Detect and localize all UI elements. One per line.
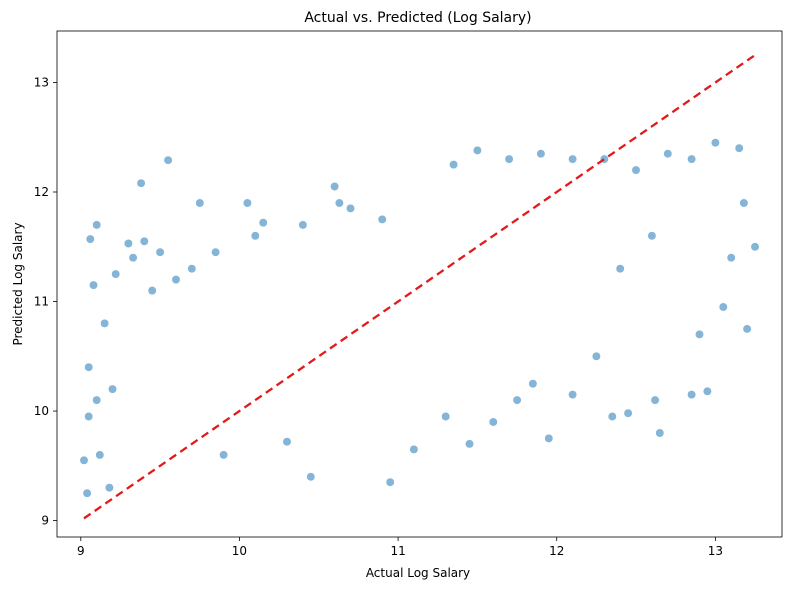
scatter-point: [687, 154, 697, 164]
scatter-point: [623, 408, 633, 418]
scatter-point: [195, 198, 205, 208]
scatter-point: [334, 198, 344, 208]
scatter-point: [465, 439, 474, 449]
scatter-point: [84, 362, 94, 372]
scatter-point: [734, 143, 744, 153]
scatter-point: [377, 214, 387, 224]
scatter-point: [187, 264, 197, 274]
scatter-point: [739, 198, 749, 208]
scatter-point: [211, 247, 221, 257]
scatter-point: [385, 477, 395, 487]
scatter-point: [147, 286, 157, 296]
scatter-point: [449, 160, 459, 170]
y-tick-label: 10: [34, 404, 49, 418]
scatter-point: [750, 242, 760, 252]
scatter-point: [615, 264, 625, 274]
scatter-point: [655, 428, 665, 438]
scatter-point: [111, 269, 121, 279]
scatter-point: [242, 198, 252, 208]
x-tick-label: 13: [708, 544, 723, 558]
scatter-point: [346, 203, 355, 213]
scatter-point: [89, 280, 98, 290]
scatter-point: [647, 231, 657, 241]
y-axis: 9 10 11 12 13: [34, 75, 57, 528]
scatter-point: [591, 351, 601, 361]
chart-title: Actual vs. Predicted (Log Salary): [304, 10, 531, 26]
x-axis-label: Actual Log Salary: [366, 566, 470, 580]
scatter-point: [330, 182, 340, 191]
scatter-point: [718, 302, 728, 312]
y-tick-label: 11: [34, 295, 49, 309]
x-axis: 9 10 11 12 13: [77, 537, 723, 558]
scatter-point: [139, 236, 149, 246]
scatter-point: [85, 234, 95, 244]
scatter-point: [79, 455, 89, 465]
scatter-point: [128, 253, 138, 263]
scatter-point: [171, 275, 181, 285]
scatter-point: [663, 149, 673, 159]
x-tick-label: 11: [390, 544, 405, 558]
scatter-point: [695, 329, 704, 339]
y-axis-label: Predicted Log Salary: [11, 222, 25, 345]
scatter-point: [298, 220, 308, 230]
points-layer: [79, 138, 760, 498]
scatter-point: [104, 483, 114, 493]
scatter-point: [710, 138, 720, 148]
scatter-point: [92, 395, 102, 405]
y-tick-label: 12: [34, 185, 49, 199]
scatter-point: [95, 450, 105, 460]
scatter-point: [472, 145, 482, 155]
y-tick-label: 9: [41, 514, 49, 528]
scatter-point: [726, 253, 736, 263]
x-tick-label: 12: [549, 544, 564, 558]
scatter-point: [282, 437, 292, 447]
scatter-point: [504, 154, 514, 164]
scatter-point: [258, 218, 268, 228]
scatter-point: [409, 444, 419, 454]
scatter-point: [742, 324, 752, 334]
scatter-point: [607, 412, 617, 421]
scatter-point: [536, 149, 546, 159]
scatter-point: [100, 318, 110, 328]
scatter-point: [488, 417, 498, 427]
scatter-point: [136, 178, 146, 188]
scatter-point: [155, 247, 165, 257]
scatter-point: [108, 384, 117, 394]
scatter-point: [687, 390, 697, 400]
x-tick-label: 9: [77, 544, 85, 558]
scatter-point: [219, 450, 229, 460]
scatter-point: [702, 386, 712, 396]
scatter-point: [163, 155, 173, 165]
scatter-point: [441, 412, 451, 421]
scatter-point: [512, 395, 522, 405]
y-tick-label: 13: [34, 75, 49, 89]
scatter-point: [92, 220, 102, 230]
scatter-point: [250, 231, 260, 241]
scatter-point: [306, 472, 316, 482]
reference-line: [83, 54, 756, 520]
scatter-point: [528, 379, 538, 389]
scatter-point: [123, 239, 133, 248]
scatter-point: [631, 165, 641, 175]
scatter-point: [82, 488, 92, 498]
plot-area: [56, 30, 783, 538]
scatter-point: [84, 412, 94, 421]
x-tick-label: 10: [232, 544, 247, 558]
scatter-point: [650, 395, 660, 405]
scatter-point: [568, 154, 578, 164]
scatter-point: [544, 433, 554, 443]
scatter-point: [568, 390, 578, 400]
